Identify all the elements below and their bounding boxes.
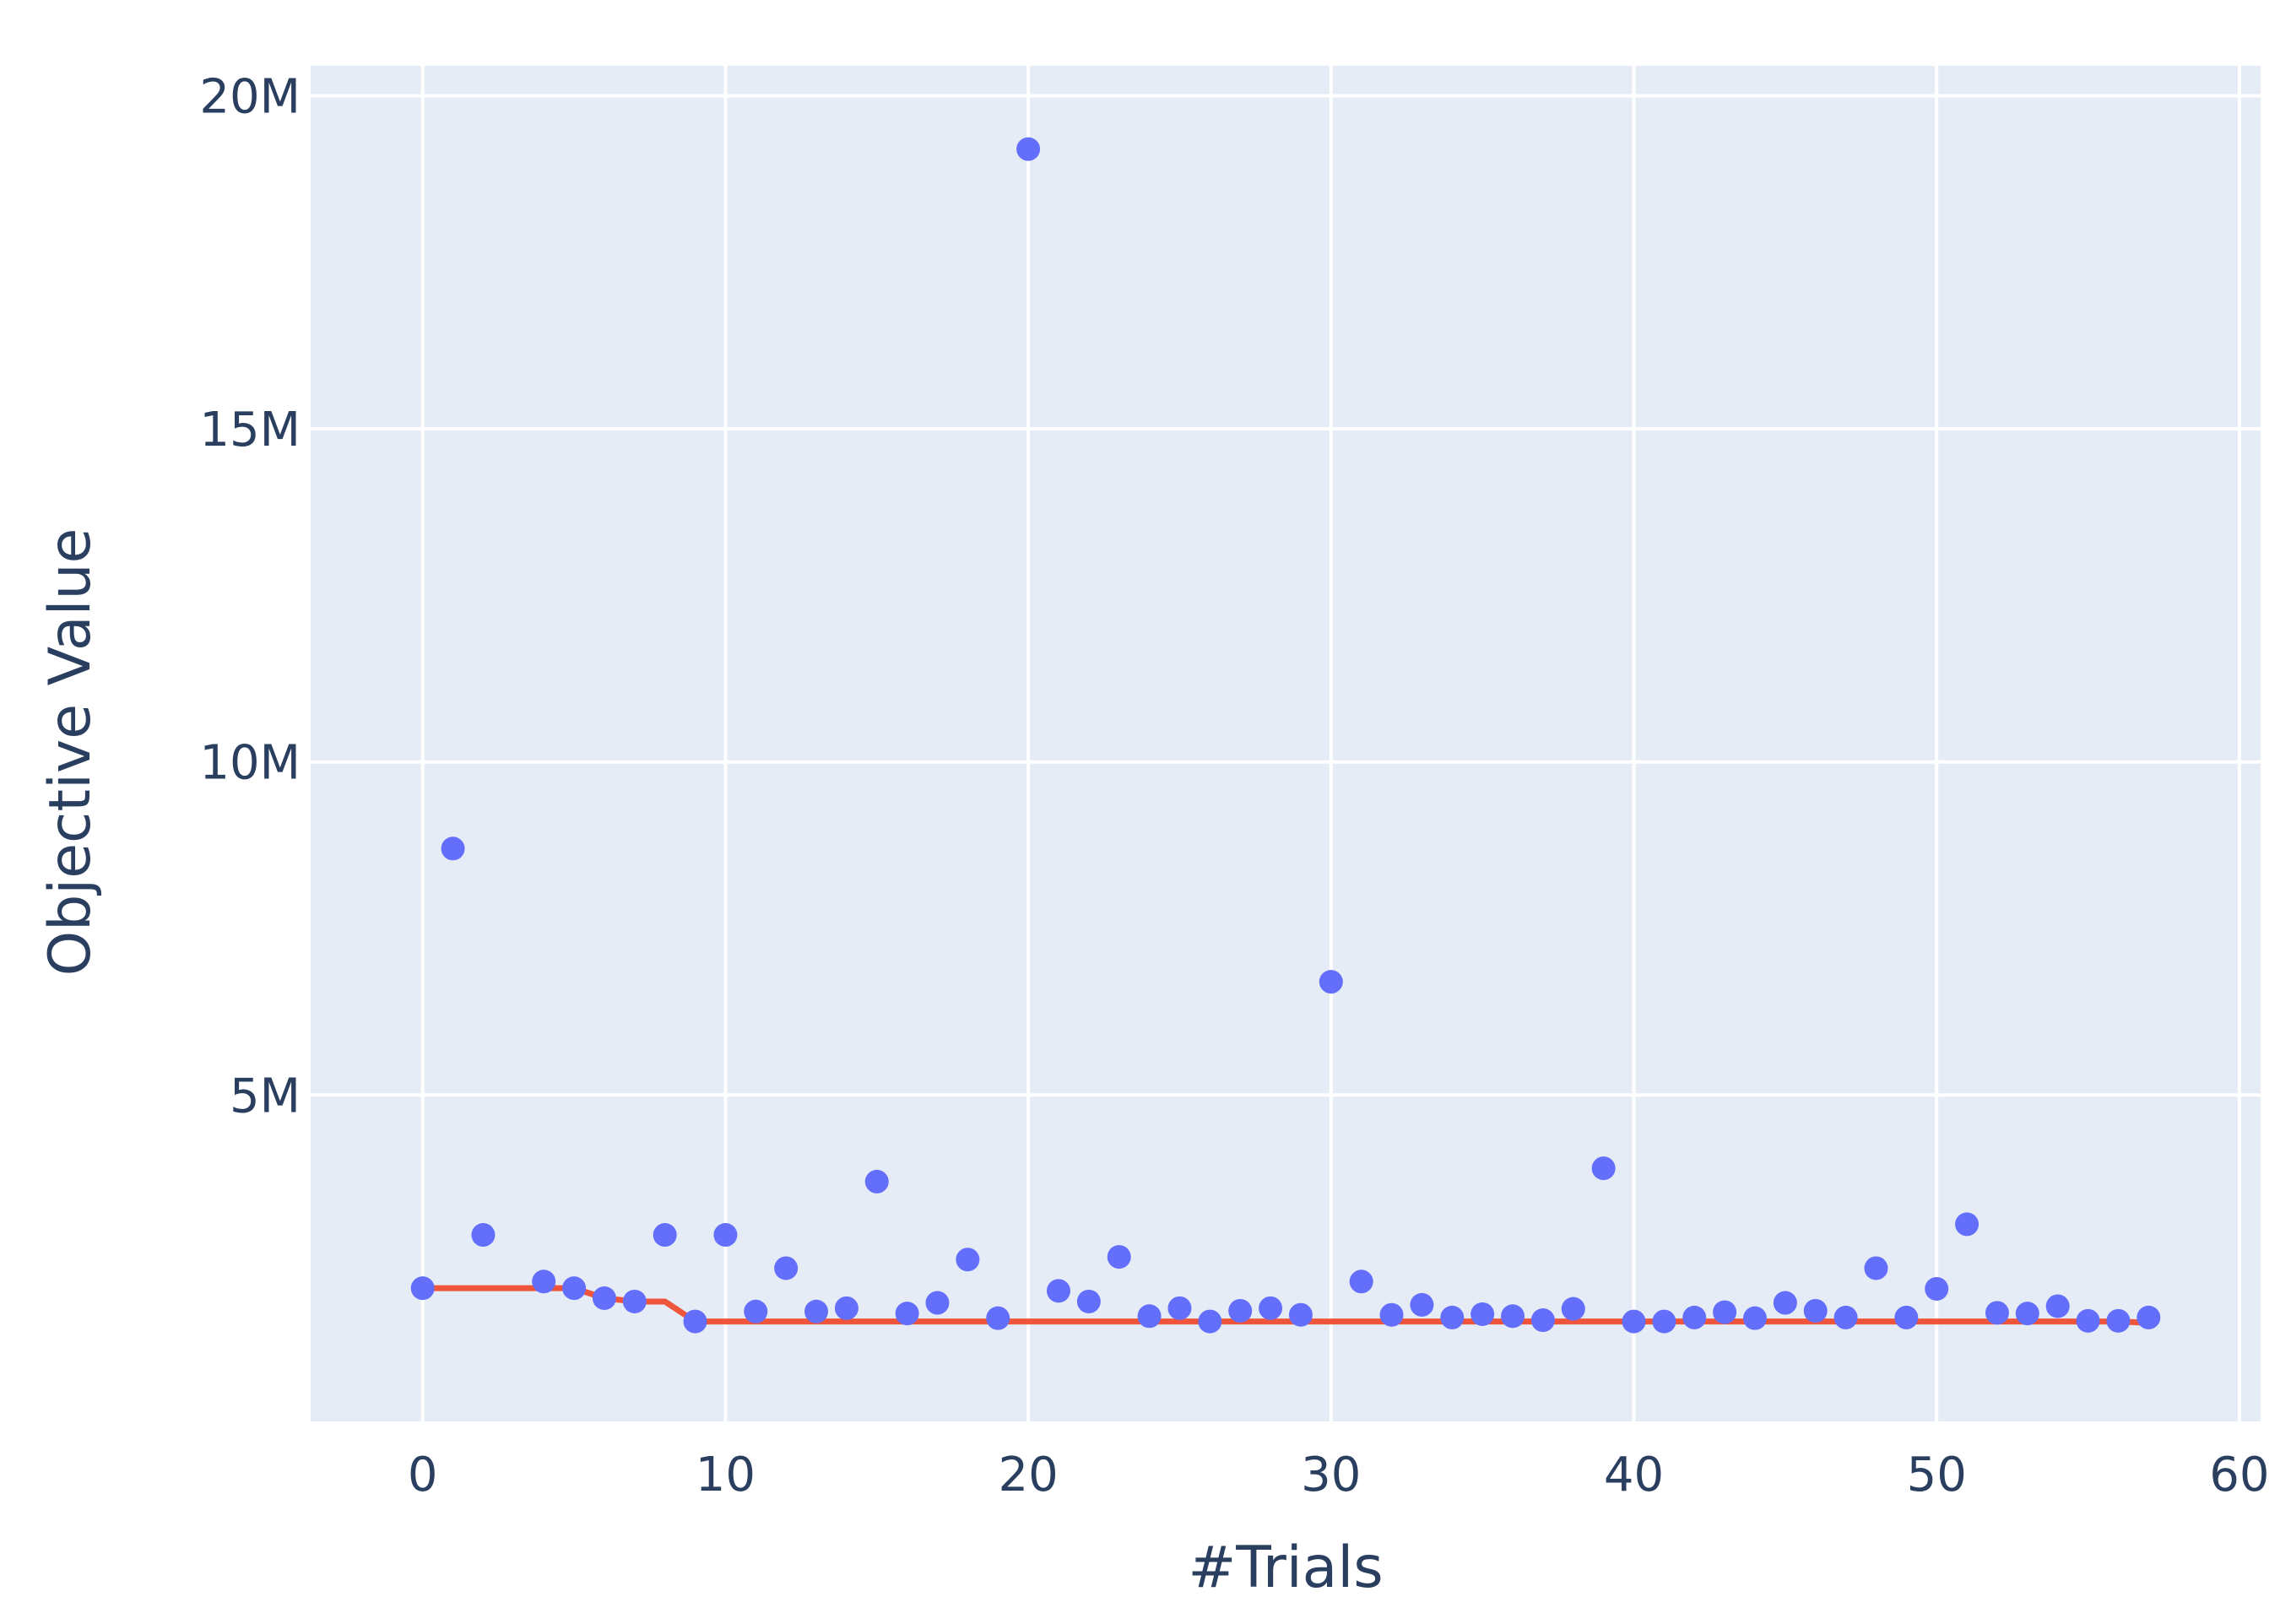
trial-point-47: [1833, 1305, 1858, 1329]
trial-point-9: [683, 1309, 707, 1334]
trial-point-8: [653, 1223, 677, 1248]
trial-point-29: [1288, 1302, 1313, 1327]
trial-point-5: [562, 1276, 587, 1301]
trial-point-14: [834, 1296, 858, 1320]
trial-point-11: [744, 1299, 768, 1324]
y-axis-tick-labels: 5M 10M 15M 20M: [199, 70, 301, 1124]
trial-point-21: [1046, 1279, 1070, 1303]
trial-point-18: [956, 1248, 980, 1272]
x-tick-label-5: 50: [1907, 1448, 1967, 1502]
trial-point-36: [1501, 1304, 1525, 1329]
trial-point-56: [2106, 1308, 2131, 1333]
trial-point-46: [1803, 1298, 1828, 1323]
trial-point-12: [774, 1256, 799, 1280]
y-tick-label-3: 20M: [199, 70, 301, 125]
trial-point-51: [1955, 1212, 1980, 1237]
trial-point-48: [1864, 1256, 1888, 1280]
trial-point-6: [592, 1286, 616, 1310]
trial-point-1: [441, 836, 465, 861]
objective-points: [410, 137, 2161, 1334]
trial-point-15: [864, 1169, 889, 1194]
gridlines: [311, 66, 2261, 1421]
trial-point-25: [1167, 1296, 1192, 1320]
trial-point-57: [2137, 1305, 2161, 1329]
trial-point-23: [1107, 1245, 1131, 1269]
trial-point-30: [1319, 970, 1343, 994]
trial-point-55: [2076, 1308, 2100, 1333]
trial-point-52: [1985, 1301, 2009, 1325]
y-tick-label-2: 15M: [199, 403, 301, 457]
trial-point-20: [1016, 137, 1041, 161]
trial-point-31: [1349, 1269, 1373, 1294]
trial-point-19: [986, 1306, 1010, 1330]
trial-point-7: [622, 1289, 647, 1313]
x-tick-label-1: 10: [696, 1448, 756, 1502]
trial-point-40: [1622, 1309, 1646, 1334]
trial-point-4: [532, 1269, 556, 1294]
trial-point-26: [1198, 1309, 1222, 1334]
trial-point-10: [713, 1223, 738, 1248]
trial-point-28: [1259, 1296, 1283, 1320]
y-tick-label-1: 10M: [199, 736, 301, 791]
trial-point-50: [1925, 1276, 1949, 1301]
trial-point-0: [410, 1276, 435, 1301]
x-tick-label-4: 40: [1604, 1448, 1664, 1502]
x-tick-label-2: 20: [998, 1448, 1058, 1502]
trial-point-53: [2015, 1302, 2039, 1326]
trial-point-35: [1470, 1302, 1495, 1326]
y-tick-label-0: 5M: [230, 1069, 301, 1123]
x-axis-tick-labels: 0 10 20 30 40 50 60: [408, 1448, 2270, 1502]
trial-point-22: [1076, 1289, 1101, 1313]
trial-point-39: [1591, 1156, 1616, 1181]
trial-point-13: [804, 1299, 829, 1324]
trial-point-34: [1440, 1305, 1465, 1329]
y-axis-title: Objective Value: [37, 528, 104, 977]
trial-point-54: [2045, 1294, 2070, 1318]
trial-point-33: [1410, 1292, 1434, 1317]
trial-point-49: [1894, 1305, 1919, 1329]
x-tick-label-3: 30: [1301, 1448, 1361, 1502]
trial-point-2: [471, 1223, 496, 1248]
x-tick-label-0: 0: [408, 1448, 438, 1502]
trial-point-16: [895, 1302, 919, 1326]
x-axis-title: #Trials: [1188, 1535, 1383, 1601]
trial-point-37: [1530, 1308, 1555, 1333]
trial-point-17: [925, 1291, 950, 1315]
trial-point-45: [1773, 1291, 1797, 1315]
trial-point-24: [1137, 1304, 1162, 1329]
trial-point-43: [1713, 1300, 1737, 1324]
trial-point-38: [1561, 1296, 1585, 1321]
trial-point-32: [1379, 1302, 1404, 1327]
trial-point-42: [1682, 1305, 1707, 1329]
trial-point-41: [1652, 1309, 1676, 1334]
x-tick-label-6: 60: [2209, 1448, 2269, 1502]
trial-point-27: [1228, 1298, 1253, 1323]
trial-point-44: [1742, 1306, 1767, 1330]
